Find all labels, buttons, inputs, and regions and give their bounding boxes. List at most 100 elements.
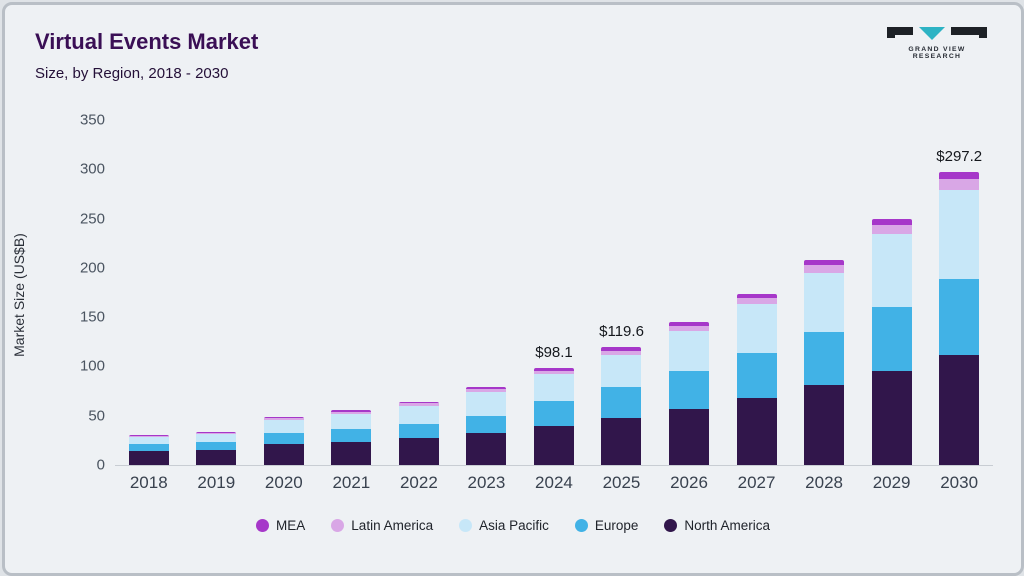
stacked-bar	[466, 387, 507, 465]
bar-segment	[196, 431, 237, 433]
bar-segment	[804, 260, 845, 266]
bar-segment	[871, 219, 912, 225]
legend-dot-icon	[664, 519, 678, 532]
y-tick-label: 150	[79, 308, 105, 326]
bar-segment	[804, 265, 845, 273]
bar-column	[723, 120, 791, 465]
bar-segment	[601, 355, 642, 388]
bar-segment	[398, 401, 439, 404]
bar-segment	[601, 347, 642, 351]
bar-segment	[263, 432, 304, 444]
bar-columns	[115, 120, 993, 465]
bar-segment	[263, 443, 304, 465]
y-tick-label: 300	[79, 160, 105, 178]
y-tick-label: 100	[79, 357, 105, 375]
bar-segment	[398, 405, 439, 424]
legend-label: MEA	[276, 518, 306, 533]
stacked-bar	[804, 260, 845, 465]
bar-segment	[871, 371, 912, 465]
x-tick-label: 2019	[197, 473, 236, 492]
bar-segment	[939, 190, 980, 279]
logo-text: GRAND VIEW RESEARCH	[908, 46, 966, 60]
bar-segment	[263, 420, 304, 433]
bar-segment	[669, 321, 710, 326]
bar-segment	[331, 411, 372, 414]
bar-segment	[263, 418, 304, 421]
bar-segment	[871, 225, 912, 234]
y-tick-label: 350	[79, 111, 105, 129]
bar-segment	[533, 401, 574, 426]
chart-subtitle: Size, by Region, 2018 - 2030	[35, 65, 229, 82]
bar-segment	[466, 387, 507, 390]
bar-segment	[533, 425, 574, 465]
legend-dot-icon	[256, 519, 270, 532]
bar-segment	[669, 371, 710, 409]
bar-segment	[601, 417, 642, 465]
bar-column	[520, 120, 588, 465]
bar-segment	[939, 354, 980, 465]
bar-segment	[736, 293, 777, 298]
bar-column	[858, 120, 926, 465]
bar-segment	[331, 410, 372, 412]
bar-segment	[128, 436, 169, 444]
legend-item: Asia Pacific	[459, 518, 549, 533]
y-axis-ticks: 0 50 100 150 200 250 300 350	[63, 112, 105, 474]
bar-segment	[939, 278, 980, 355]
bar-segment	[196, 433, 237, 442]
legend-item: North America	[664, 518, 770, 533]
bar-segment	[128, 443, 169, 452]
bar-segment	[736, 397, 777, 465]
stacked-bar	[196, 431, 237, 465]
legend-label: Asia Pacific	[479, 518, 549, 533]
bar-segment	[533, 368, 574, 371]
stacked-bar	[128, 435, 169, 465]
bar-segment	[196, 432, 237, 434]
bar-segment	[601, 350, 642, 356]
bar-column	[655, 120, 723, 465]
bar-column	[318, 120, 386, 465]
x-tick-label: 2024	[535, 473, 573, 492]
x-tick-label: 2020	[264, 473, 303, 492]
legend-item: Latin America	[331, 518, 433, 533]
bar-segment	[669, 325, 710, 331]
bar-segment	[398, 423, 439, 438]
bar-segment	[398, 403, 439, 406]
bar-segment	[128, 435, 169, 437]
x-axis-labels: 2018 2019 2020 2021 2022 2023 2024 2025 2026 2027…	[115, 473, 993, 493]
bar-segment	[128, 435, 169, 436]
bar-segment	[871, 233, 912, 307]
bar-segment	[466, 389, 507, 393]
bar-column	[790, 120, 858, 465]
bar-segment	[466, 432, 507, 465]
legend-label: North America	[684, 518, 770, 533]
bar-column	[250, 120, 318, 465]
x-tick-label: 2021	[332, 473, 371, 492]
bar-column	[115, 120, 183, 465]
bar-segment	[196, 441, 237, 451]
legend-dot-icon	[574, 519, 588, 532]
y-tick-label: 0	[96, 456, 105, 474]
bar-column	[925, 120, 993, 465]
x-tick-label: 2028	[805, 473, 843, 492]
bar-segment	[804, 385, 845, 465]
bar-segment	[128, 451, 169, 465]
bar-segment	[736, 352, 777, 398]
bar-segment	[263, 417, 304, 419]
x-tick-label: 2025	[602, 473, 641, 492]
bar-column	[588, 120, 656, 465]
bar-segment	[331, 413, 372, 430]
bar-segment	[398, 437, 439, 465]
legend-dot-icon	[459, 519, 473, 532]
stacked-bar	[263, 417, 304, 465]
x-tick-label: 2018	[129, 473, 168, 492]
x-tick-label: 2030	[940, 473, 979, 492]
bar-segment	[804, 272, 845, 332]
legend-item: Europe	[574, 518, 638, 533]
bar-segment	[736, 297, 777, 305]
stacked-bar	[871, 219, 912, 465]
bar-segment	[466, 392, 507, 416]
bar-segment	[804, 331, 845, 386]
bar-segment	[601, 387, 642, 418]
x-tick-label: 2029	[872, 473, 911, 492]
bar-segment	[736, 304, 777, 353]
